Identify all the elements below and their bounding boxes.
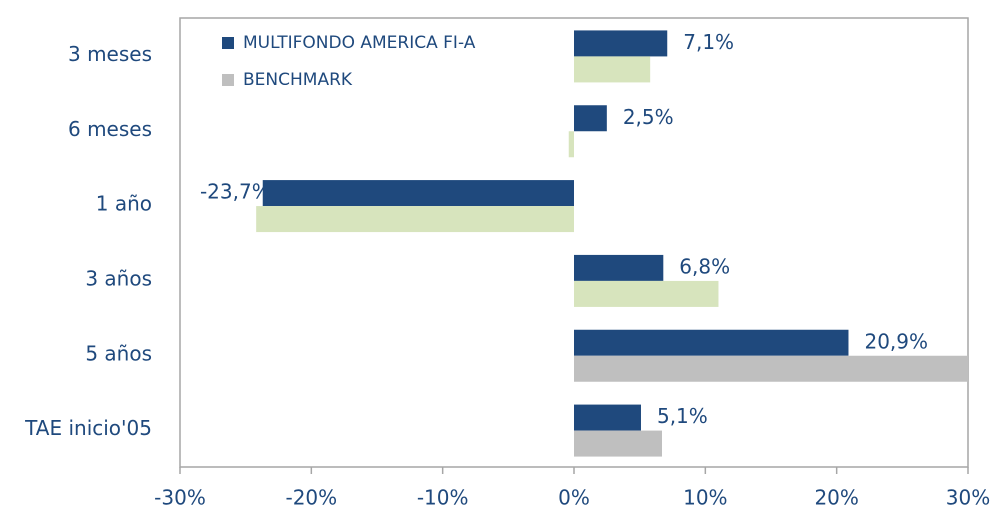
x-tick-label: 0% — [558, 486, 590, 510]
y-tick-label: 5 años — [85, 341, 152, 365]
y-tick-label: 6 meses — [68, 117, 152, 141]
x-tick-label: -20% — [285, 486, 337, 510]
bar — [262, 180, 574, 207]
y-tick-label: TAE inicio'05 — [24, 416, 152, 440]
value-label: -23,7% — [200, 180, 271, 204]
bar — [574, 105, 607, 132]
bar — [574, 430, 662, 457]
y-tick-label: 3 años — [85, 266, 152, 290]
x-tick-label: 10% — [683, 486, 727, 510]
value-label: 7,1% — [683, 30, 734, 54]
bar — [574, 404, 641, 431]
bar — [574, 30, 668, 57]
bar — [568, 131, 574, 158]
x-tick-label: 20% — [814, 486, 858, 510]
value-label: 20,9% — [864, 329, 928, 353]
x-tick-label: -30% — [154, 486, 206, 510]
y-tick-label: 3 meses — [68, 42, 152, 66]
bar — [574, 355, 968, 382]
legend-label: BENCHMARK — [243, 70, 353, 90]
value-label: 2,5% — [623, 105, 674, 129]
bar — [574, 254, 664, 281]
value-label: 5,1% — [657, 404, 708, 428]
bar — [574, 329, 849, 356]
legend-swatch — [222, 74, 234, 86]
x-tick-label: -10% — [417, 486, 469, 510]
bar — [574, 280, 719, 307]
bar — [256, 206, 574, 233]
legend-label: MULTIFONDO AMERICA FI-A — [243, 33, 476, 53]
value-label: 6,8% — [679, 254, 730, 278]
x-tick-label: 30% — [946, 486, 990, 510]
bar — [574, 56, 651, 83]
y-tick-label: 1 año — [96, 192, 152, 216]
legend-swatch — [222, 37, 234, 49]
